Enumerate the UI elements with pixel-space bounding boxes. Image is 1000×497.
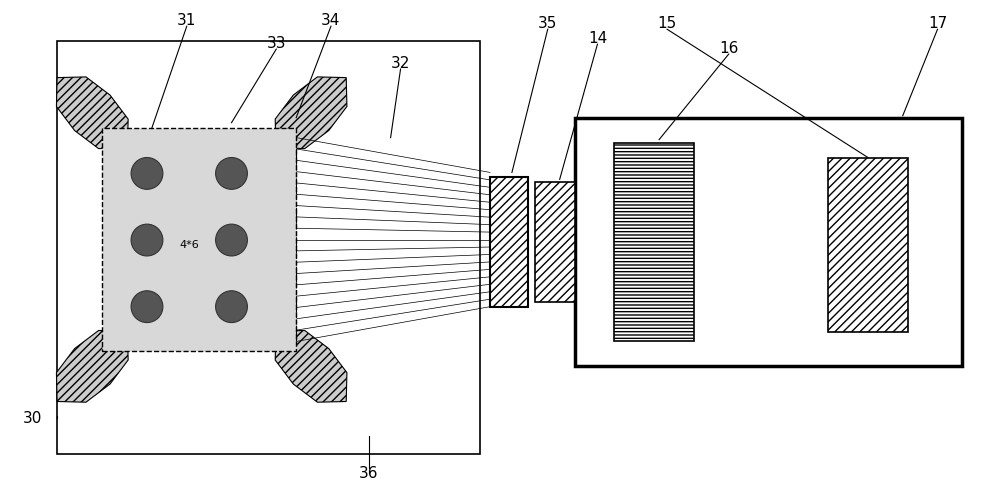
Text: 31: 31 xyxy=(177,13,196,28)
Bar xyxy=(614,143,694,341)
Text: 30: 30 xyxy=(23,411,42,425)
Circle shape xyxy=(131,224,163,256)
Text: 32: 32 xyxy=(391,56,410,71)
Text: 34: 34 xyxy=(321,13,341,28)
Circle shape xyxy=(131,158,163,189)
Text: 4*6: 4*6 xyxy=(179,240,199,249)
Circle shape xyxy=(216,291,247,323)
Circle shape xyxy=(216,224,247,256)
Text: 36: 36 xyxy=(359,466,378,481)
Text: 17: 17 xyxy=(928,16,947,31)
Polygon shape xyxy=(275,331,347,402)
Text: 35: 35 xyxy=(538,16,557,31)
Text: 33: 33 xyxy=(267,36,286,51)
Bar xyxy=(102,128,296,351)
Polygon shape xyxy=(56,77,128,149)
Polygon shape xyxy=(56,331,128,402)
Bar xyxy=(828,158,908,331)
Circle shape xyxy=(216,158,247,189)
Text: 15: 15 xyxy=(657,16,677,31)
Text: 14: 14 xyxy=(588,31,607,46)
Circle shape xyxy=(131,291,163,323)
Bar xyxy=(575,118,962,366)
Polygon shape xyxy=(275,77,347,149)
Bar xyxy=(535,182,575,302)
Bar xyxy=(57,41,480,454)
Text: 16: 16 xyxy=(719,41,738,56)
Bar xyxy=(490,177,528,307)
